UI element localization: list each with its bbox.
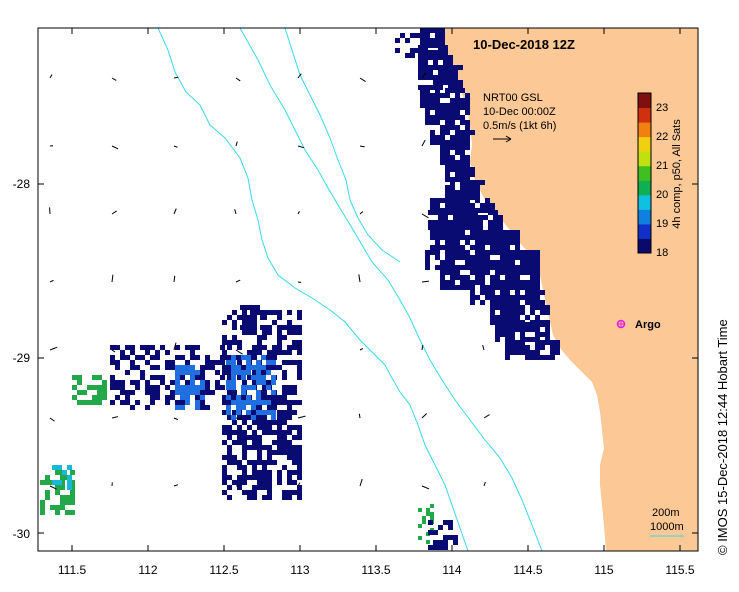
depth-legend-200m: 200m [652,507,680,519]
y-tick-label: -28 [13,177,31,191]
plot-frame [37,27,699,552]
colorbar-segment [638,136,651,152]
x-tick-label: 112 [138,563,157,577]
current-scale-label: 0.5m/s (1kt 6h) [483,120,556,132]
colorbar-tick: 18 [656,247,668,259]
colorbar-tick: 21 [656,160,668,172]
colorbar-segment [638,194,651,210]
x-tick-label: 115.5 [665,563,694,577]
x-tick-label: 114.5 [513,563,542,577]
map-title: 10-Dec-2018 12Z [473,37,575,52]
colorbar-segment [638,223,651,239]
colorbar-tick: 20 [656,189,668,201]
x-tick-label: 112.5 [209,563,238,577]
y-tick-label: -29 [13,351,31,365]
depth-legend-1000m: 1000m [650,521,684,533]
x-tick-label: 111.5 [58,563,87,577]
current-model-label: NRT00 GSL [483,92,543,104]
colorbar-tick: 22 [656,131,668,143]
x-tick-label: 114 [442,563,461,577]
colorbar-title: 4h comp, p50, All Sats [671,119,683,229]
colorbar-segment [638,209,651,225]
colorbar-segment [638,151,651,167]
colorbar-segment [638,93,651,109]
imos-credit: © IMOS 15-Dec-2018 12:44 Hobart Time [715,319,730,555]
colorbar-segment [638,165,651,181]
colorbar-tick: 23 [656,102,668,114]
bathy-contour-1000m [157,28,469,551]
x-axis-labels: 111.5 112 112.5 113 113.5 114 114.5 115 … [58,563,695,577]
current-vector-layer [49,72,490,490]
colorbar-segment [638,180,651,196]
bathy-contour-200m [239,28,543,551]
colorbar-gradient [638,93,651,254]
x-tick-label: 113.5 [361,563,390,577]
argo-label: Argo [635,319,661,331]
axis-ticks [38,28,698,551]
y-axis-labels: -28 -29 -30 [13,177,31,541]
land-mass [436,28,698,551]
sst-pixel-layer [40,28,560,550]
argo-marker: Argo [616,319,661,331]
colorbar-segment [638,238,651,254]
colorbar-segment [638,122,651,138]
x-tick-label: 113 [290,563,309,577]
x-tick-label: 115 [594,563,613,577]
colorbar-tick: 19 [656,218,668,230]
y-tick-label: -30 [13,527,31,541]
colorbar: 18 19 20 21 22 23 4h comp, p50, All Sats [637,92,683,259]
current-time-label: 10-Dec 00:00Z [483,106,556,118]
scale-arrow-icon [493,135,512,143]
colorbar-frame [637,92,652,254]
colorbar-segment [638,107,651,123]
